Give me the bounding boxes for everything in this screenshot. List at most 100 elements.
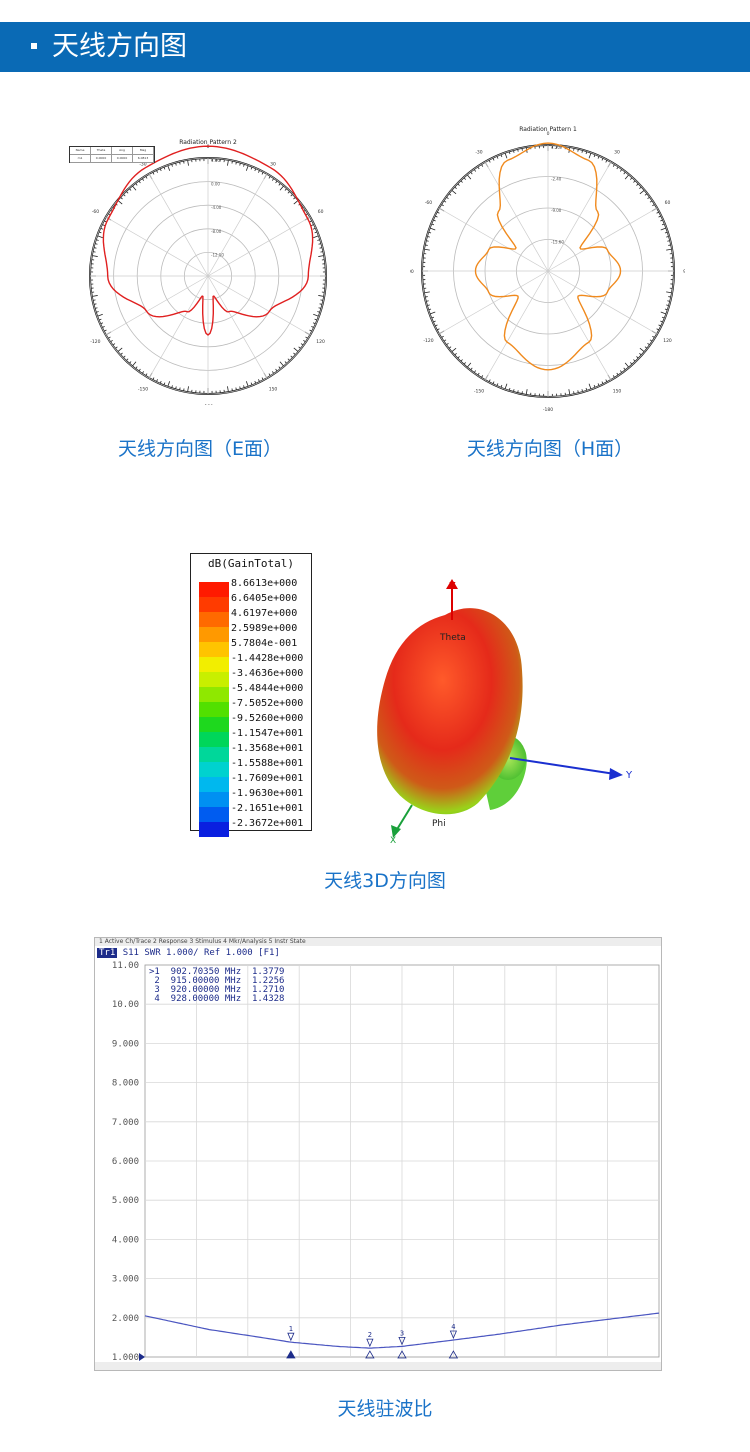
y-arrow-icon [609, 768, 623, 780]
section-header: 天线方向图 [0, 22, 750, 72]
polar-tick [666, 291, 673, 294]
polar-tick [254, 380, 257, 384]
polar-tick [107, 336, 111, 339]
polar-tick [601, 381, 604, 385]
polar-tick [254, 168, 257, 172]
polar-tick [434, 215, 438, 218]
polar-tick [275, 368, 278, 372]
polar-tick [630, 177, 633, 180]
gain-legend-value: -1.3568e+001 [231, 743, 304, 754]
polar-tick [268, 175, 271, 179]
polar-tick [250, 382, 253, 386]
polar-tick [492, 381, 495, 385]
marker-triangle-icon [287, 1332, 295, 1342]
polar-tick [131, 361, 137, 367]
polar-tick [183, 160, 185, 164]
polar-ring-label: -12.00 [211, 252, 224, 257]
polar-tick [159, 168, 162, 172]
polar-tick [666, 248, 673, 251]
y-tick-label: 10.00 [112, 1000, 139, 1010]
polar-tick [117, 347, 123, 353]
polar-angle-label: -180 [543, 407, 553, 413]
polar-tick [122, 355, 126, 359]
polar-tick [314, 231, 318, 234]
polar-spoke [438, 207, 549, 272]
gain-color-swatch [199, 582, 229, 597]
polar-tick [93, 303, 97, 305]
gain-legend-value: -2.1651e+001 [231, 803, 304, 814]
polar-tick [426, 235, 430, 238]
marker-bottom-triangle-icon [397, 1350, 407, 1359]
polar-tick [496, 383, 499, 387]
swr-trace [144, 1312, 660, 1349]
polar-tick [424, 296, 428, 298]
polar-tick [466, 362, 472, 368]
polar-tick [573, 391, 575, 395]
polar-spoke [547, 161, 612, 272]
polar-tick [619, 370, 623, 374]
polar-ring-label: -8.00 [211, 229, 222, 234]
polar-trace [474, 142, 622, 371]
polar-tick [141, 177, 145, 181]
polar-tick [125, 358, 129, 362]
polar-tick [145, 175, 148, 179]
polar-tick [313, 235, 320, 239]
gain-legend-value: -1.5588e+001 [231, 758, 304, 769]
polar-tick [460, 180, 463, 183]
polar-tick [436, 328, 440, 331]
polar-tick [152, 377, 155, 381]
polar-tick [114, 346, 118, 349]
polar-tick [183, 388, 185, 392]
polar-tick [138, 368, 141, 372]
polar-angle-label: 120 [663, 338, 672, 344]
y-tick-label: 8.000 [112, 1079, 139, 1089]
polar-tick [92, 251, 96, 253]
polar-tick [187, 386, 189, 393]
polar-tick [284, 188, 288, 191]
gain-legend-value: 4.6197e+000 [231, 608, 298, 619]
polar-tick [466, 174, 472, 180]
gain-color-swatch [199, 807, 229, 822]
polar-spoke [547, 270, 612, 381]
polar-ring-label: -2.40 [551, 177, 562, 182]
polar-ring-label: -15.60 [551, 240, 564, 245]
polar-tick [649, 339, 653, 342]
polar-tick [268, 373, 271, 377]
polar-tick [480, 163, 484, 167]
gain-color-swatch [199, 762, 229, 777]
polar-tick [92, 299, 96, 301]
polar-tick [141, 371, 145, 375]
polar-tick [429, 311, 436, 315]
polar-tick [470, 367, 473, 371]
polar-tick [95, 311, 99, 313]
marker-table-header: Ang [112, 147, 133, 154]
polar-tick [131, 185, 137, 191]
polar-tick [460, 359, 463, 362]
marker-number: 2 [368, 1331, 372, 1339]
gain-legend-value: -1.1547e+001 [231, 728, 304, 739]
gain-color-swatch [199, 642, 229, 657]
gain-color-swatch [199, 687, 229, 702]
polar-tick [155, 379, 158, 383]
polar-tick [423, 248, 430, 251]
marker-table-cell: m1 [70, 155, 91, 162]
polar-tick [293, 196, 296, 200]
x-axis [395, 804, 413, 832]
polar-angle-label: -90 [410, 269, 414, 275]
polar-tick [317, 239, 321, 241]
gain-legend-value: 8.6613e+000 [231, 578, 298, 589]
vna-menu-bar[interactable]: 1 Active Ch/Trace 2 Response 3 Stimulus … [95, 938, 661, 946]
trace-tab[interactable]: Tr1 [97, 948, 118, 958]
polar-tick [94, 243, 98, 245]
polar-tick [163, 382, 166, 386]
polar-tick [293, 352, 296, 356]
polar-tick [432, 219, 436, 222]
z-label: Z [449, 581, 456, 592]
polar-tick [480, 375, 484, 379]
polar-tick [120, 196, 123, 200]
polar-angle-label: -150 [138, 387, 148, 393]
polar-angle-label: -60 [425, 200, 432, 206]
ref-level-arrow-icon [139, 1353, 145, 1361]
polar-tick [300, 343, 304, 346]
polar-tick [98, 231, 102, 234]
